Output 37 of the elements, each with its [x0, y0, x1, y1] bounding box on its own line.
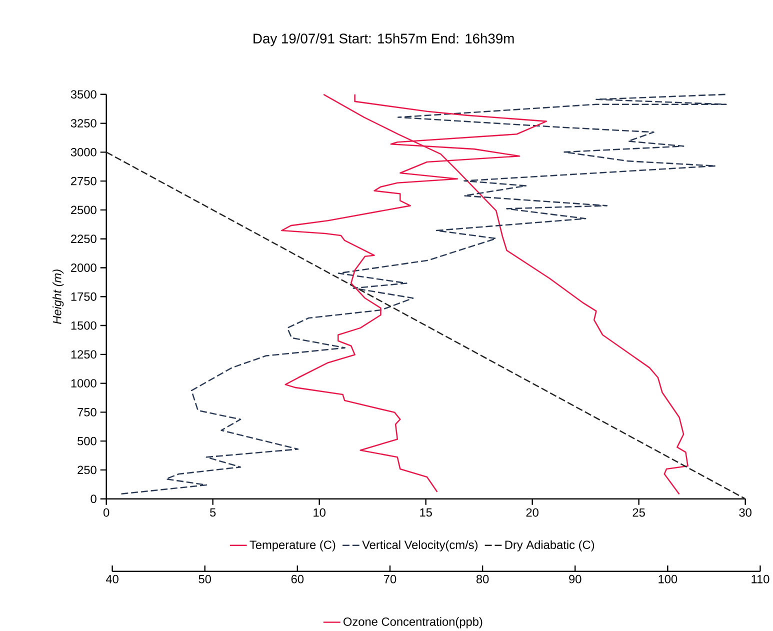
- x2-tick-label: 100: [658, 574, 678, 584]
- line-series: [120, 94, 727, 494]
- x-tick-label: 20: [526, 508, 538, 517]
- x-tick-label: 15: [420, 508, 432, 516]
- y-tick-label: 2000: [71, 263, 96, 272]
- x2-tick-label: 40: [106, 574, 118, 584]
- y-tick-label: 2500: [71, 206, 96, 214]
- x-tick-label: 10: [314, 508, 326, 517]
- x-tick-label: 30: [739, 508, 752, 517]
- x-tick-label: 0: [104, 508, 110, 517]
- x-tick-label: 25: [632, 508, 645, 517]
- y-tick-label: 1750: [71, 292, 96, 301]
- x2-tick-label: 80: [476, 574, 489, 584]
- x2-tick-label: 50: [198, 574, 212, 584]
- legend-label: Ozone Concentration(ppb): [344, 617, 482, 628]
- y-tick-label: 250: [78, 466, 96, 474]
- y-tick-label: 3250: [70, 118, 96, 128]
- legend-label: Dry Adiabatic (C): [505, 540, 594, 552]
- y-tick-label: 2750: [71, 176, 96, 186]
- y-tick-label: 0: [90, 494, 96, 503]
- y-tick-label: 1000: [71, 378, 96, 388]
- x2-tick-label: 110: [752, 574, 770, 584]
- x-tick-label: 5: [210, 508, 216, 516]
- y-tick-label: 500: [78, 436, 96, 446]
- chart-title: Day 19/07/91 Start: 15h57m End: 16h39m: [254, 33, 514, 46]
- y-tick-label: 3500: [70, 90, 96, 98]
- x2-tick-label: 90: [569, 574, 582, 584]
- y-axis-title: Height (m): [52, 270, 64, 324]
- y-tick-label: 2250: [71, 234, 96, 243]
- x2-tick-label: 70: [384, 574, 396, 584]
- legend-label: Temperature (C): [250, 540, 336, 552]
- legend-label: Vertical Velocity(cm/s): [362, 540, 478, 552]
- y-tick-label: 1500: [71, 321, 96, 330]
- y-tick-label: 750: [78, 408, 96, 416]
- y-tick-label: 1250: [71, 350, 96, 358]
- x2-tick-label: 60: [291, 574, 304, 584]
- y-tick-label: 3000: [70, 148, 96, 156]
